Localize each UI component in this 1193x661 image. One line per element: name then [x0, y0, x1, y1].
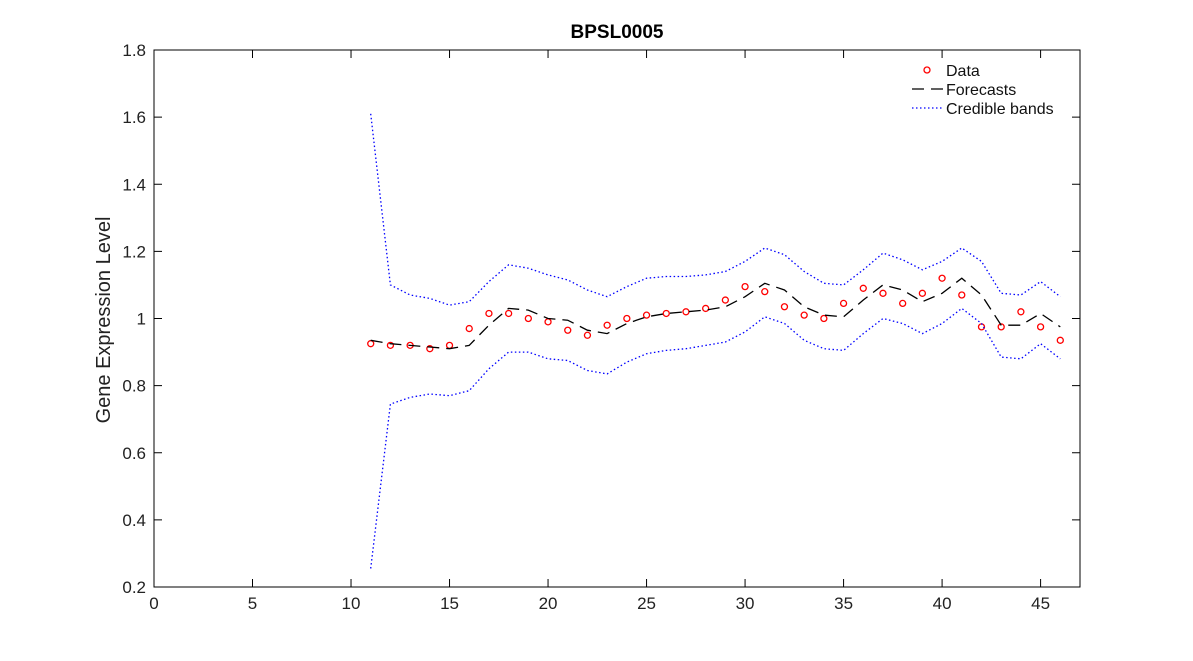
y-tick-label: 1.4	[122, 175, 146, 194]
data-point	[800, 311, 808, 319]
data-point	[386, 341, 395, 350]
y-tick-label: 0.8	[122, 377, 146, 396]
legend: Data Forecasts Credible bands	[912, 63, 1054, 118]
x-tick-label: 15	[440, 594, 459, 613]
forecast-line	[370, 277, 1061, 350]
x-tick-label: 20	[539, 594, 558, 613]
data-point	[839, 299, 848, 308]
y-tick-label: 0.6	[122, 444, 146, 463]
y-tick-label: 1.8	[122, 41, 146, 60]
data-point	[997, 323, 1005, 331]
data-point	[938, 274, 946, 282]
y-tick-label: 0.2	[122, 578, 146, 597]
x-tick-label: 25	[637, 594, 656, 613]
data-point	[899, 299, 907, 308]
data-point	[859, 284, 867, 292]
data-point	[761, 287, 769, 296]
y-tick-label: 0.4	[122, 511, 146, 530]
data-point	[741, 282, 749, 291]
data-point	[702, 304, 710, 313]
x-tick-label: 45	[1031, 594, 1050, 613]
x-tick-label: 5	[248, 594, 257, 613]
data-point	[662, 309, 670, 318]
legend-label: Forecasts	[946, 82, 1016, 99]
data-point	[623, 314, 631, 323]
legend-label: Credible bands	[946, 101, 1054, 118]
x-tick-label: 40	[933, 594, 952, 613]
chart-title: BPSL0005	[571, 22, 664, 43]
y-axis-label: Gene Expression Level	[93, 217, 115, 424]
data-point	[1017, 308, 1025, 316]
x-tick-label: 30	[736, 594, 755, 613]
data-point	[485, 309, 493, 318]
data-point	[918, 289, 927, 297]
data-point	[642, 311, 651, 319]
data-point	[879, 289, 887, 297]
x-tick-label: 0	[149, 594, 158, 613]
plot-area: 0 5 10 15 20 25 30 35 40 45 0.2 0.4 0.6 0.8 1 1.2 1.4 1.6…	[122, 41, 1081, 613]
y-tick-label: 1	[137, 310, 146, 329]
data-point	[1036, 323, 1045, 331]
y-tick-label: 1.6	[122, 108, 146, 127]
legend-label: Data	[946, 63, 980, 80]
x-tick-label: 10	[342, 594, 361, 613]
data-point	[603, 321, 611, 329]
data-point	[1056, 336, 1064, 344]
x-tick-label: 35	[834, 594, 853, 613]
data-point	[426, 345, 434, 353]
data-point	[721, 296, 730, 304]
data-point	[564, 326, 572, 334]
data-point	[465, 324, 473, 333]
data-point	[780, 303, 789, 311]
legend-marker-data	[923, 66, 931, 74]
data-point	[958, 291, 966, 299]
data-point	[820, 314, 828, 323]
data-point	[583, 331, 592, 339]
data-point	[524, 314, 532, 323]
data-point	[504, 309, 513, 318]
y-tick-label: 1.2	[122, 242, 146, 261]
